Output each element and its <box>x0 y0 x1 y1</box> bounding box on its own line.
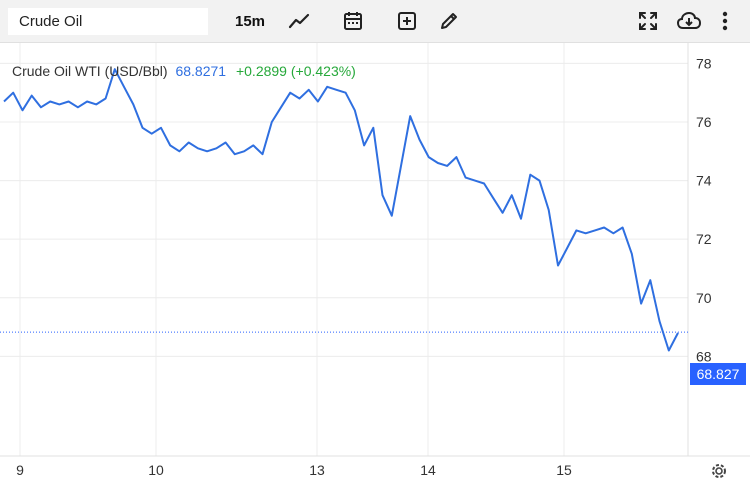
price-series-line <box>3 68 679 352</box>
calendar-icon[interactable] <box>340 6 366 36</box>
y-tick-label: 68 <box>696 348 712 364</box>
fullscreen-icon[interactable] <box>635 6 661 36</box>
interval-button[interactable]: 15m <box>230 6 270 36</box>
chart-legend: Crude Oil WTI (USD/Bbl) 68.8271 +0.2899 … <box>12 63 356 79</box>
chart-grid <box>0 43 750 457</box>
add-indicator-icon[interactable] <box>394 6 420 36</box>
x-tick-label: 14 <box>420 462 436 478</box>
y-tick-label: 70 <box>696 290 712 306</box>
x-tick-label: 9 <box>16 462 24 478</box>
more-vertical-icon[interactable] <box>716 6 734 36</box>
y-tick-label: 76 <box>696 114 712 130</box>
chart-toolbar: Crude Oil 15m <box>0 0 750 43</box>
cloud-download-icon[interactable] <box>675 6 703 36</box>
price-chart[interactable]: 68 70 72 74 76 78 9 10 13 14 15 <box>0 43 750 485</box>
x-tick-label: 13 <box>309 462 325 478</box>
symbol-text: Crude Oil <box>19 13 83 30</box>
y-axis-ticks: 68 70 72 74 76 78 <box>696 55 712 364</box>
x-tick-label: 15 <box>556 462 572 478</box>
symbol-search-input[interactable]: Crude Oil <box>8 8 208 35</box>
x-axis-ticks: 9 10 13 14 15 <box>16 462 572 478</box>
y-tick-label: 74 <box>696 173 712 189</box>
y-tick-label: 78 <box>696 55 712 71</box>
legend-symbol-name: Crude Oil WTI (USD/Bbl) <box>12 63 168 79</box>
gear-icon[interactable] <box>709 461 729 481</box>
interval-label: 15m <box>234 12 266 30</box>
y-tick-label: 72 <box>696 231 712 247</box>
x-tick-label: 10 <box>148 462 164 478</box>
draw-pencil-icon[interactable] <box>436 6 462 36</box>
legend-price: 68.8271 <box>175 63 227 79</box>
current-price-label: 68.827 <box>690 363 746 385</box>
legend-change: +0.2899 (+0.423%) <box>235 63 356 79</box>
line-chart-icon[interactable] <box>286 6 312 36</box>
